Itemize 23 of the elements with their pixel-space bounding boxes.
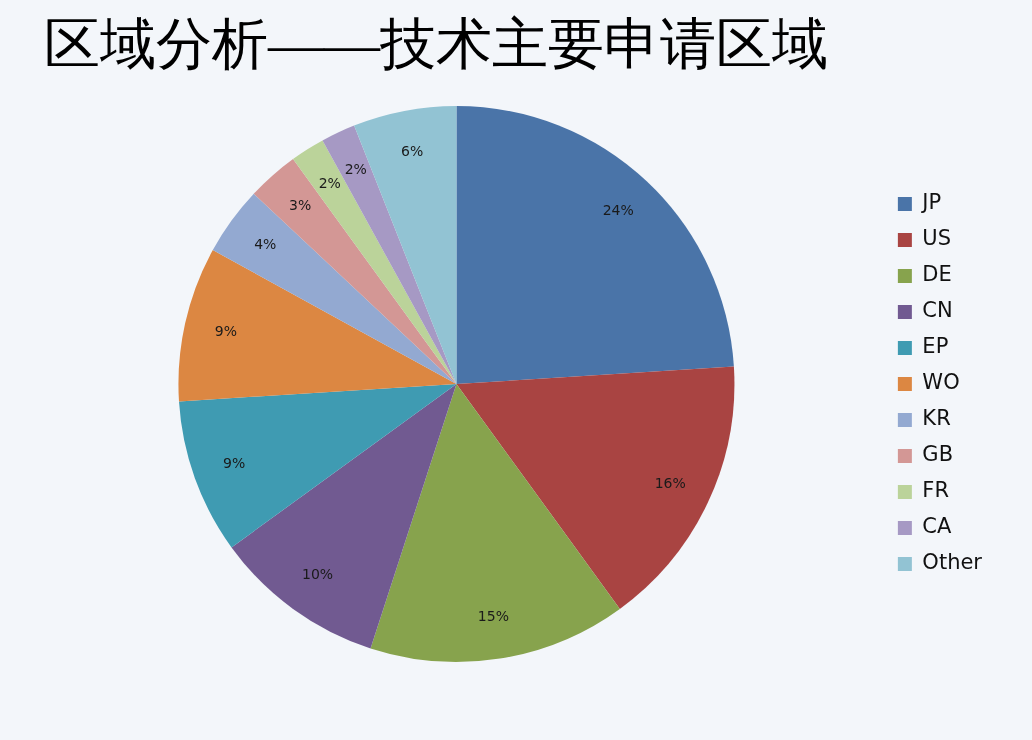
- legend-label: Other: [922, 550, 983, 575]
- data-label: 2%: [344, 160, 367, 177]
- legend-label: FR: [922, 478, 950, 503]
- legend-label: US: [922, 226, 952, 251]
- data-label: 2%: [318, 175, 341, 192]
- data-label: 16%: [654, 475, 686, 492]
- chart-title: 区域分析——技术主要申请区域: [44, 12, 828, 77]
- data-label: 24%: [602, 202, 634, 219]
- data-label: 15%: [477, 608, 509, 625]
- legend-label: CN: [922, 298, 953, 323]
- legend-label: GB: [922, 442, 954, 467]
- legend-label: KR: [922, 406, 951, 431]
- legend-label: WO: [922, 370, 960, 395]
- data-label: 4%: [254, 235, 277, 252]
- data-label: 10%: [301, 565, 334, 582]
- data-label: 9%: [214, 323, 237, 340]
- data-label: 3%: [289, 197, 312, 214]
- data-label: 9%: [223, 454, 246, 471]
- legend-label: DE: [922, 262, 952, 287]
- data-label: 6%: [401, 142, 424, 159]
- legend-label: JP: [920, 190, 942, 215]
- legend-label: CA: [922, 514, 953, 539]
- legend-label: EP: [922, 334, 949, 359]
